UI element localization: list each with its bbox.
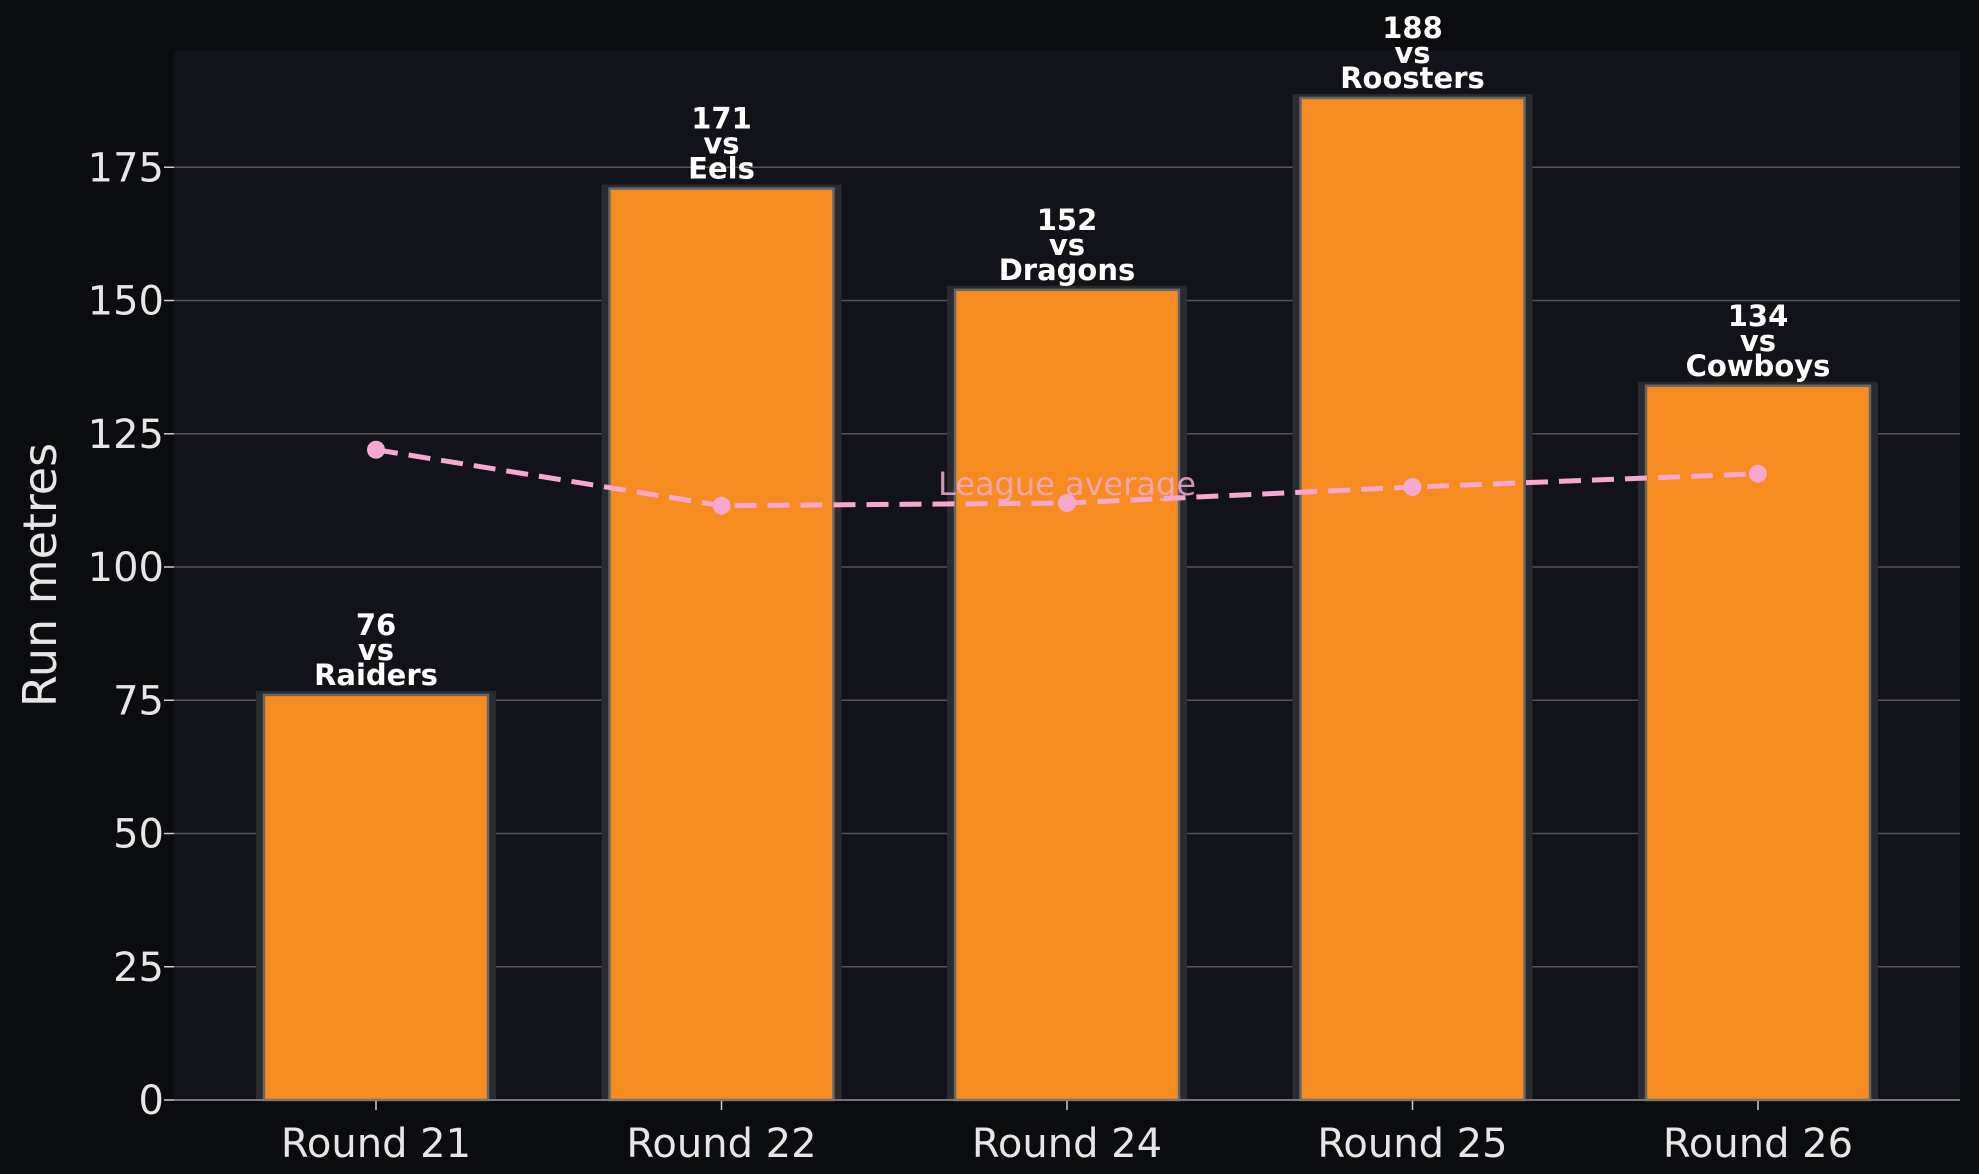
bar-labels: 76vsRaiders171vsEels152vsDragons188vsRoo…	[314, 11, 1830, 692]
y-tick-label-50: 50	[113, 812, 164, 858]
league-average-series: League average	[367, 440, 1767, 515]
x-tick-label-3: Round 24	[972, 1121, 1162, 1167]
bar-label-3-line-3: Dragons	[999, 253, 1136, 287]
bar-label-3-line-1: 152	[1037, 203, 1098, 237]
y-tick-label-0: 0	[139, 1078, 164, 1124]
bar-3	[953, 288, 1181, 1102]
bar-2	[608, 187, 835, 1102]
bar-label-2-line-2: vs	[703, 127, 739, 161]
league-average-point-1	[367, 440, 385, 459]
league-average-label: League average	[938, 465, 1196, 503]
y-axis-ticks: 0 25 50 75 100 125 150 175	[88, 145, 174, 1124]
bar-label-1-line-3: Raiders	[314, 658, 438, 692]
y-tick-label-150: 150	[88, 279, 164, 325]
x-tick-label-5: Round 26	[1663, 1121, 1853, 1167]
bar-4	[1299, 96, 1526, 1102]
league-average-point-5	[1749, 464, 1767, 483]
league-average-point-2	[712, 496, 731, 515]
bar-label-4-line-3: Roosters	[1340, 61, 1485, 95]
x-tick-label-1: Round 21	[281, 1121, 471, 1167]
x-tick-label-2: Round 22	[626, 1121, 816, 1167]
league-average-point-3	[1058, 494, 1076, 513]
league-average-point-4	[1403, 478, 1422, 497]
bar-label-1-line-2: vs	[358, 633, 394, 667]
x-tick-label-4: Round 25	[1317, 1121, 1507, 1167]
bar-1	[262, 693, 490, 1102]
y-tick-label-100: 100	[88, 545, 164, 591]
bar-label-5-line-1: 134	[1728, 299, 1789, 333]
bar-label-5-line-3: Cowboys	[1686, 349, 1831, 383]
bar-label-3-line-2: vs	[1049, 228, 1085, 262]
bars	[256, 93, 1878, 1102]
bar-5	[1644, 384, 1872, 1102]
bar-label-2-line-3: Eels	[688, 152, 755, 186]
bar-label-1-line-1: 76	[356, 608, 396, 642]
y-axis-title: Run metres	[13, 443, 67, 707]
y-tick-label-125: 125	[88, 412, 164, 458]
bar-label-4-line-2: vs	[1394, 36, 1430, 70]
y-tick-label-25: 25	[113, 945, 164, 991]
y-tick-label-175: 175	[88, 145, 164, 191]
bar-label-2-line-1: 171	[691, 102, 752, 136]
bar-label-4-line-1: 188	[1382, 11, 1443, 45]
x-axis-ticks: Round 21 Round 22 Round 24 Round 25 Round 26	[281, 1100, 1853, 1167]
bar-label-5-line-2: vs	[1740, 324, 1776, 358]
y-tick-label-75: 75	[113, 678, 164, 724]
